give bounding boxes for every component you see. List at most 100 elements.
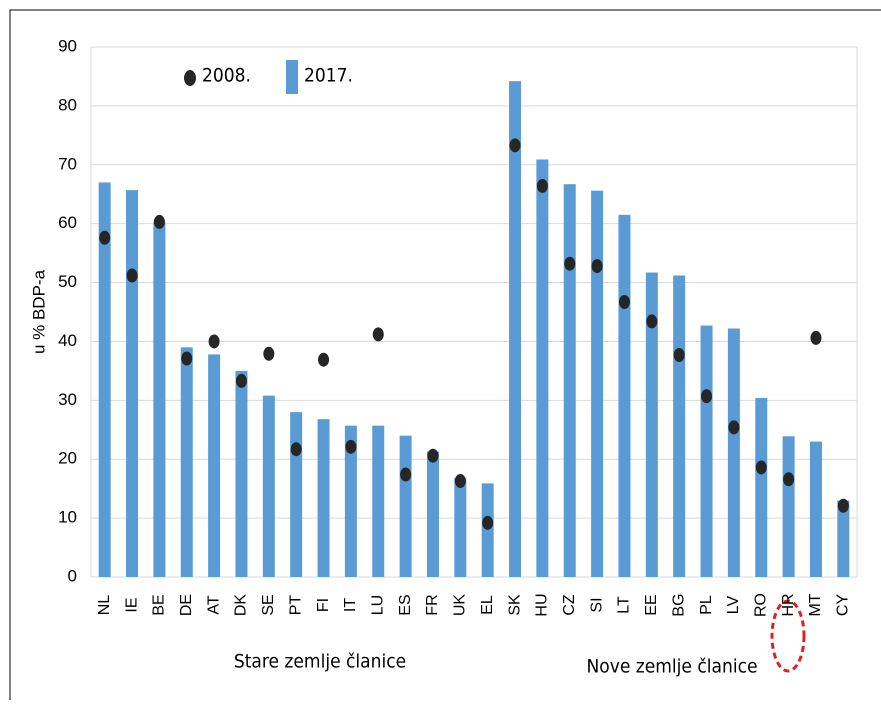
dot <box>454 474 466 489</box>
bar <box>399 435 412 577</box>
x-tick-label: SK <box>506 594 523 616</box>
bar <box>837 500 850 577</box>
dot <box>564 256 576 271</box>
bar <box>262 395 275 577</box>
bar <box>673 275 686 577</box>
x-tick-label: RO <box>752 593 769 617</box>
dot <box>701 389 713 404</box>
x-tick-label: CY <box>835 594 852 617</box>
bar <box>645 272 658 577</box>
dot <box>318 352 330 367</box>
x-tick-label: EL <box>479 595 496 615</box>
bar <box>372 425 385 577</box>
dot <box>536 178 548 193</box>
x-tick-label: NL <box>96 595 113 616</box>
x-tick-label: BG <box>670 593 687 616</box>
x-tick-label: AT <box>205 595 222 614</box>
dot <box>755 460 767 475</box>
dot <box>427 448 439 463</box>
bar <box>426 451 439 577</box>
legend-label: 2008. <box>202 65 251 87</box>
dot <box>235 373 247 388</box>
dot <box>400 467 412 482</box>
bar <box>536 159 549 577</box>
dot <box>646 314 658 329</box>
bar <box>208 354 221 577</box>
dot <box>482 515 494 530</box>
bar <box>317 419 330 577</box>
bar <box>180 347 193 577</box>
dot <box>99 230 111 245</box>
x-tick-label: LU <box>369 595 386 615</box>
bar <box>809 441 822 577</box>
x-tick-label: PT <box>287 595 304 616</box>
highlight-circle <box>770 599 806 673</box>
x-tick-label: DE <box>178 594 195 616</box>
x-tick-label: PL <box>698 595 715 615</box>
bar <box>591 190 604 577</box>
dot <box>810 330 822 345</box>
x-tick-label: CZ <box>561 594 578 616</box>
y-tick-label: 50 <box>58 272 77 291</box>
y-tick-label: 40 <box>58 331 77 350</box>
bar <box>454 478 467 577</box>
x-tick-label: SE <box>260 594 277 615</box>
x-tick-label: ES <box>397 594 414 615</box>
bar <box>344 425 357 577</box>
dot <box>783 472 795 487</box>
x-tick-label: IE <box>123 597 140 612</box>
x-tick-label: DK <box>233 594 250 617</box>
y-tick-label: 60 <box>58 213 77 232</box>
legend-marker <box>286 60 298 94</box>
bar <box>126 190 139 577</box>
x-tick-label: FR <box>424 594 441 615</box>
group-label: Stare zemlje članice <box>234 651 406 673</box>
dot <box>290 442 302 457</box>
legend-label: 2017. <box>304 65 353 87</box>
x-tick-label: LV <box>725 595 742 614</box>
y-axis-label: u % BDP-a <box>29 269 48 354</box>
bar <box>782 436 795 577</box>
dot <box>126 268 138 283</box>
bar <box>700 325 713 577</box>
legend-marker <box>184 70 196 86</box>
dot <box>591 259 603 274</box>
x-tick-label: EE <box>643 594 660 615</box>
dot <box>509 138 521 153</box>
y-tick-label: 0 <box>68 566 77 585</box>
bar <box>481 483 494 577</box>
dot <box>181 351 193 366</box>
bar <box>235 370 248 577</box>
bar <box>727 328 740 577</box>
y-tick-label: 30 <box>58 390 77 409</box>
y-tick-label: 80 <box>58 95 77 114</box>
dot <box>618 294 630 309</box>
x-tick-label: HU <box>534 593 551 616</box>
x-tick-label: FI <box>315 598 332 612</box>
bar <box>509 81 522 578</box>
x-tick-label: HR <box>780 593 797 616</box>
frame <box>9 9 881 700</box>
x-tick-label: IT <box>342 598 359 612</box>
dot <box>345 439 357 454</box>
dot <box>673 347 685 362</box>
dot <box>372 327 384 342</box>
dot <box>728 420 740 435</box>
bar <box>618 214 631 578</box>
dot <box>153 214 165 229</box>
y-tick-label: 70 <box>58 154 77 173</box>
x-tick-label: LT <box>616 596 633 614</box>
dot <box>837 498 849 513</box>
dot <box>208 334 220 349</box>
bar <box>153 221 166 577</box>
bar <box>98 182 111 577</box>
y-tick-label: 20 <box>58 449 77 468</box>
bar <box>290 412 303 577</box>
x-tick-label: BE <box>151 594 168 615</box>
x-tick-label: MT <box>807 593 824 616</box>
x-tick-label: SI <box>588 597 605 612</box>
bar <box>563 184 576 577</box>
bar <box>755 397 768 577</box>
dot <box>263 346 275 361</box>
